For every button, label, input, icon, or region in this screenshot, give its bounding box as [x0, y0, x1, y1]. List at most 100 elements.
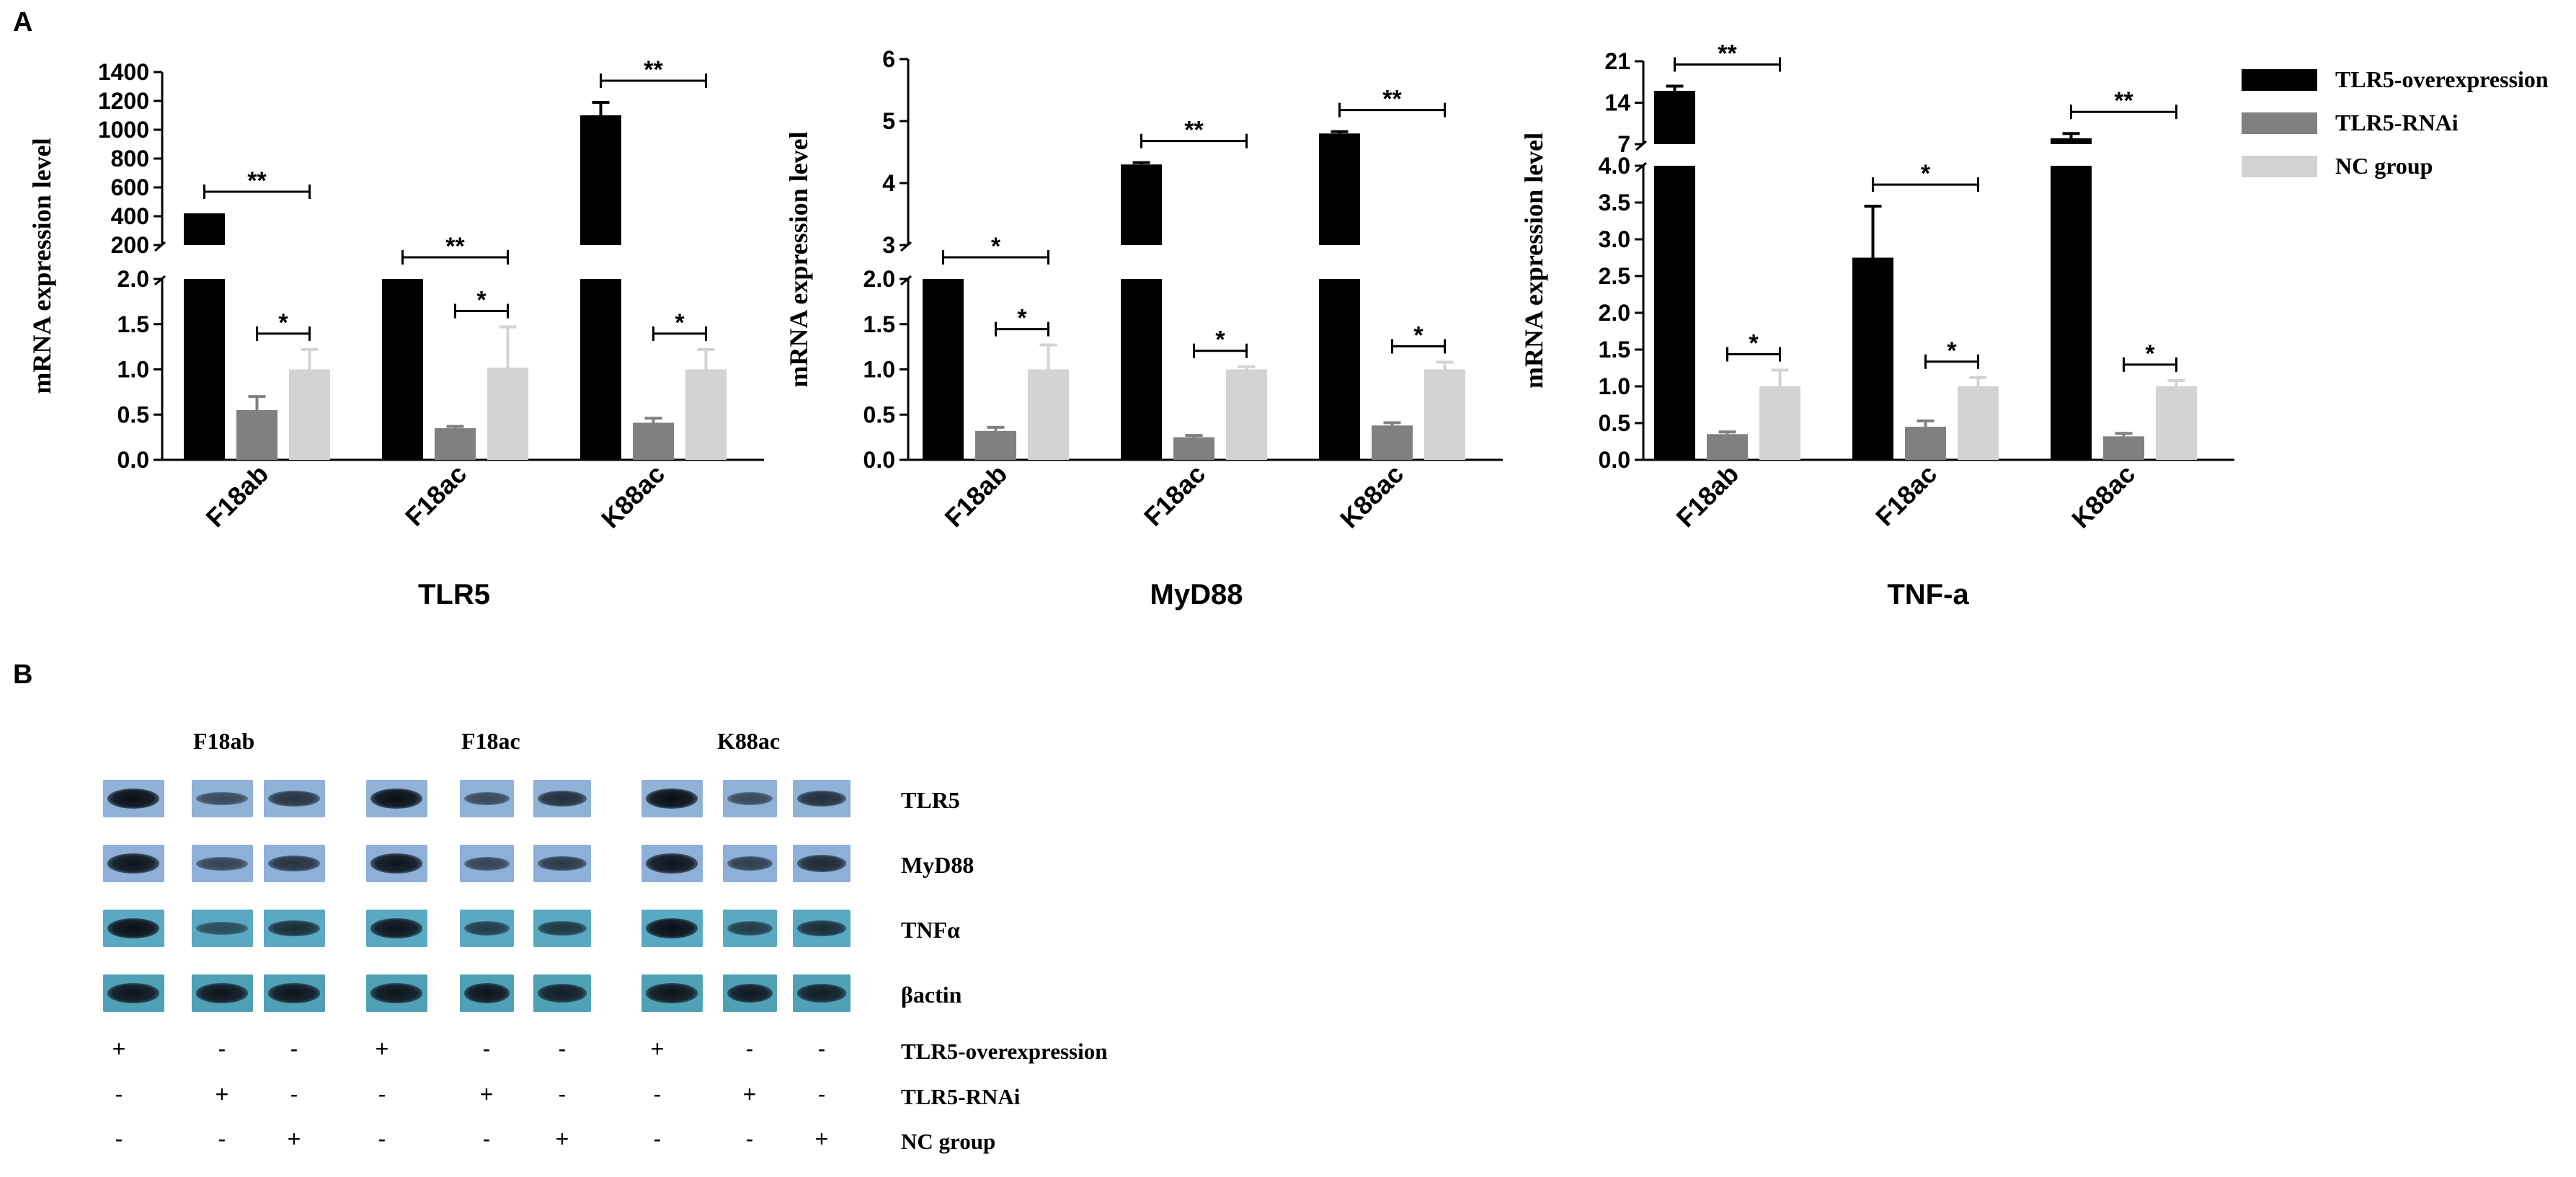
bar	[236, 409, 277, 460]
bar	[289, 369, 330, 460]
condition-label: TLR5-overexpression	[901, 1039, 1108, 1064]
bar	[1424, 369, 1465, 460]
blot-lane	[263, 845, 325, 882]
blot-band	[727, 856, 773, 871]
condition-sign: -	[115, 1081, 123, 1107]
blot-band	[727, 791, 773, 806]
condition-sign: -	[653, 1081, 662, 1107]
blot-lane	[533, 845, 591, 882]
blot-band	[463, 921, 510, 936]
blot-lane	[365, 845, 427, 882]
blot-lane	[365, 780, 427, 817]
chart-title: TLR5	[418, 579, 490, 610]
y-tick-label: 200	[111, 232, 149, 258]
y-tick-label: 1.5	[117, 311, 149, 337]
legend-swatch	[2242, 69, 2317, 91]
significance-label: **	[1184, 117, 1204, 144]
blot-lane	[722, 845, 777, 882]
y-tick-label: 1000	[98, 117, 149, 143]
blot-band	[797, 920, 846, 937]
blot-lane	[641, 780, 703, 817]
chart-title: TNF-a	[1887, 579, 1969, 610]
condition-sign: -	[558, 1081, 567, 1107]
panel-a-label: A	[13, 7, 33, 37]
blot-band	[727, 921, 773, 936]
condition-sign: -	[817, 1081, 826, 1107]
condition-sign: -	[218, 1126, 226, 1152]
blot-lane	[263, 780, 325, 817]
axis-break-mark	[1635, 161, 1647, 173]
significance-label: *	[1921, 160, 1931, 187]
significance-label: **	[644, 56, 663, 84]
blot-protein-label: TNFα	[901, 917, 960, 943]
y-tick-label: 1400	[98, 59, 149, 85]
condition-sign: +	[814, 1126, 829, 1152]
significance-label: **	[1382, 86, 1402, 113]
blot-lane	[191, 974, 253, 1012]
blot-band	[107, 983, 159, 1003]
blot-band	[196, 922, 248, 935]
blot-lane	[533, 780, 591, 817]
blot-protein-label: βactin	[901, 982, 962, 1008]
legend: TLR5-overexpression TLR5-RNAi NC group	[2242, 65, 2573, 202]
blot-band	[268, 983, 320, 1003]
bar	[580, 279, 621, 460]
blot-lane	[102, 780, 164, 817]
blot-group-label: F18ac	[461, 728, 520, 754]
blot-lane	[722, 780, 777, 817]
blot-lane	[641, 845, 703, 882]
y-tick-label: 2.5	[1599, 263, 1630, 289]
y-tick-label: 6	[882, 46, 895, 72]
condition-sign: -	[482, 1126, 491, 1152]
blot-band	[196, 791, 248, 806]
condition-sign: -	[817, 1036, 826, 1062]
blot-band	[538, 856, 587, 871]
blot-lane	[263, 910, 325, 947]
bar	[487, 367, 528, 460]
bar	[1372, 425, 1413, 460]
x-tick-label: F18ab	[200, 459, 275, 533]
y-tick-label: 400	[111, 203, 149, 229]
x-tick-label: F18ac	[399, 459, 472, 532]
blot-group-label: K88ac	[717, 728, 781, 754]
significance-label: *	[278, 309, 288, 337]
x-tick-label: F18ac	[1138, 459, 1211, 532]
y-tick-label: 1.0	[863, 357, 895, 383]
blot-band	[463, 856, 510, 871]
y-tick-label: 2.0	[863, 266, 895, 292]
blot-lane	[365, 910, 427, 947]
condition-label: TLR5-RNAi	[901, 1084, 1021, 1109]
y-axis-label: mRNA expression level	[784, 131, 813, 387]
blot-lane	[459, 845, 514, 882]
blot-band	[646, 853, 698, 874]
chart-title: MyD88	[1150, 579, 1243, 610]
blot-band	[797, 984, 846, 1003]
condition-sign: +	[112, 1036, 126, 1062]
y-tick-label: 5	[882, 108, 895, 134]
significance-label: *	[1749, 330, 1759, 357]
bar	[184, 279, 225, 460]
condition-sign: -	[378, 1081, 386, 1107]
blot-protein-label: TLR5	[901, 787, 960, 813]
bar	[923, 279, 964, 460]
blot-band	[538, 920, 587, 936]
significance-label: *	[1413, 321, 1424, 349]
blot-lane	[459, 780, 514, 817]
blot-band	[463, 791, 510, 806]
y-tick-label: 0.5	[117, 401, 149, 427]
axis-break-mark	[154, 275, 166, 286]
blot-lane	[191, 845, 253, 882]
condition-sign: +	[650, 1036, 665, 1062]
condition-sign: -	[558, 1036, 567, 1062]
bar	[975, 430, 1016, 460]
condition-sign: -	[745, 1036, 754, 1062]
blot-lane	[533, 910, 591, 947]
condition-sign: +	[479, 1081, 494, 1107]
chart-2: 0.0 0.5 1.0 1.5 2.0 2.5 3.0 3.5 4.07 14 21 mRNA exp…	[1519, 40, 2234, 610]
bar	[2103, 436, 2144, 460]
condition-sign: +	[555, 1126, 569, 1152]
legend-label: NC group	[2335, 153, 2433, 179]
bar	[2156, 386, 2197, 460]
